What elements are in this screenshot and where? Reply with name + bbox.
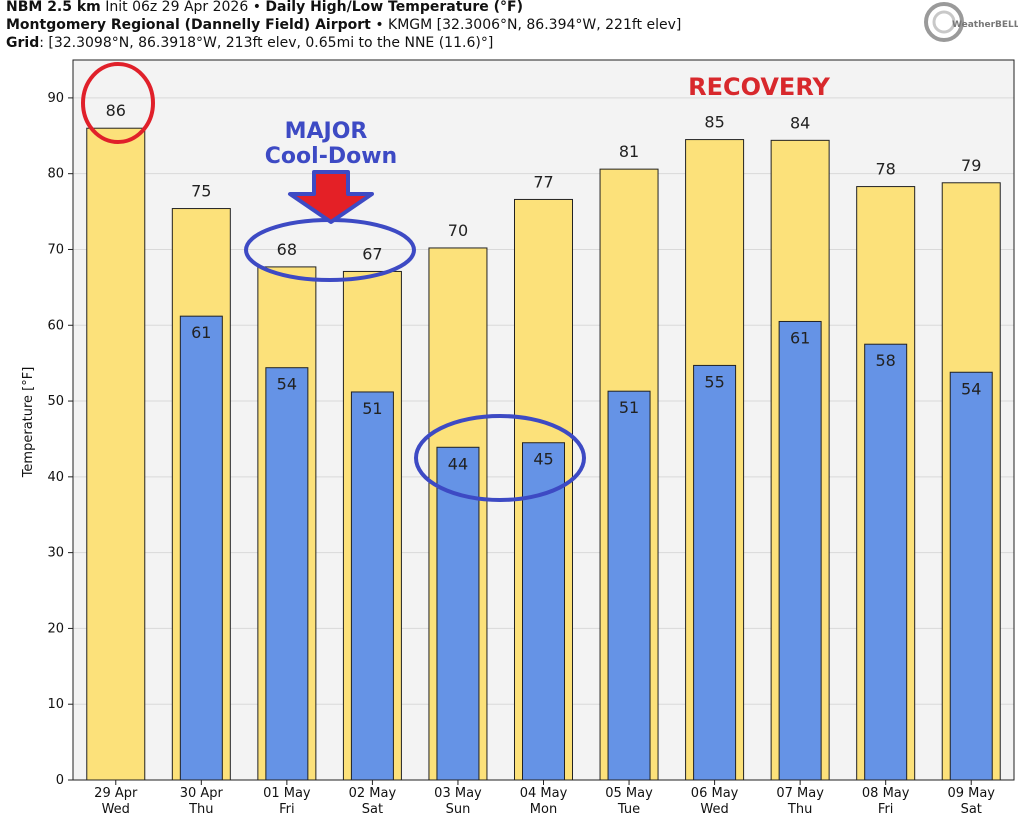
- y-tick-label: 70: [47, 242, 64, 257]
- high-temp-label: 78: [876, 160, 896, 179]
- low-temp-label: 51: [619, 398, 639, 417]
- high-temp-label: 68: [277, 240, 297, 259]
- bars: [86, 127, 1001, 781]
- low-temp-label: 61: [790, 328, 810, 347]
- init-time: Init 06z 29 Apr 2026: [105, 0, 249, 15]
- highlight-circle-icon: [81, 62, 155, 144]
- data-labels: 86 75 61 68 54 67 51 70 44 77 45 81 51 85 55 84 61 78 58 79…: [106, 101, 982, 473]
- x-tick-label-day: Thu: [787, 802, 812, 817]
- red-down-arrow-icon: [288, 170, 374, 224]
- low-temp-bar: [778, 320, 822, 781]
- x-tick-label-day: Wed: [700, 802, 728, 817]
- high-temp-label: 67: [362, 244, 382, 263]
- low-temp-bar: [949, 371, 993, 781]
- recovery-label: RECOVERY: [688, 73, 830, 101]
- low-temp-label: 55: [704, 372, 724, 391]
- high-temp-label: 85: [704, 113, 724, 132]
- chart-header-grid: Grid: [32.3098°N, 86.3918°W, 213ft elev,…: [6, 34, 493, 52]
- grid-label: Grid: [6, 35, 40, 51]
- x-tick-label-date: 07 May: [776, 786, 824, 801]
- y-tick-label: 90: [47, 91, 64, 106]
- cooldown-label: Cool-Down: [265, 144, 397, 169]
- low-temp-label: 54: [277, 375, 297, 394]
- low-temp-bar: [436, 446, 480, 781]
- separator-dot: •: [252, 0, 261, 15]
- annotations: MAJOR Cool-Down RECOVERY: [81, 62, 831, 502]
- separator-dot: •: [375, 17, 384, 33]
- high-temp-label: 70: [448, 221, 468, 240]
- low-temp-label: 44: [448, 454, 468, 473]
- product-name: Daily High/Low Temperature (°F): [265, 0, 523, 15]
- x-tick-label-date: 30 Apr: [180, 786, 224, 801]
- x-tick-label-day: Sun: [446, 802, 471, 817]
- major-label: MAJOR: [285, 119, 368, 144]
- y-tick-label: 30: [47, 546, 64, 561]
- x-tick-label-day: Fri: [878, 802, 894, 817]
- y-tick-label: 10: [47, 697, 64, 712]
- x-tick-label-date: 09 May: [947, 786, 995, 801]
- chart-header-title: NBM 2.5 km Init 06z 29 Apr 2026 • Daily …: [6, 0, 523, 16]
- x-tick-label-date: 02 May: [349, 786, 397, 801]
- low-temp-bar: [607, 390, 651, 781]
- x-tick-label-date: 29 Apr: [94, 786, 138, 801]
- x-tick-label-day: Fri: [279, 802, 295, 817]
- low-temp-label: 45: [533, 450, 553, 469]
- y-tick-label: 40: [47, 470, 64, 485]
- low-temp-bar: [350, 391, 394, 781]
- x-tick-label-day: Thu: [188, 802, 213, 817]
- high-temp-label: 79: [961, 156, 981, 175]
- low-temp-label: 51: [362, 399, 382, 418]
- x-tick-label-date: 03 May: [434, 786, 482, 801]
- high-temp-bar: [86, 127, 146, 781]
- y-tick-label: 80: [47, 167, 64, 182]
- grid-info: : [32.3098°N, 86.3918°W, 213ft elev, 0.6…: [39, 35, 494, 51]
- high-temp-label: 86: [106, 101, 126, 120]
- x-tick-label-date: 05 May: [605, 786, 653, 801]
- low-temp-label: 61: [191, 323, 211, 342]
- high-temp-label: 81: [619, 142, 639, 161]
- highlight-circle-icon: [414, 414, 586, 502]
- y-tick-label: 50: [47, 394, 64, 409]
- station-name: Montgomery Regional (Dannelly Field) Air…: [6, 17, 371, 33]
- station-info: KMGM [32.3006°N, 86.394°W, 221ft elev]: [388, 17, 682, 33]
- x-tick-label-date: 01 May: [263, 786, 311, 801]
- chart-header-station: Montgomery Regional (Dannelly Field) Air…: [6, 16, 681, 34]
- x-tick-label-day: Tue: [617, 802, 640, 817]
- low-temp-bar: [693, 364, 737, 781]
- x-tick-label-date: 06 May: [691, 786, 739, 801]
- high-temp-label: 77: [533, 172, 553, 191]
- low-temp-label: 54: [961, 379, 981, 398]
- y-tick-label: 20: [47, 621, 64, 636]
- x-tick-label-day: Wed: [102, 802, 130, 817]
- x-tick-label-day: Sat: [961, 802, 982, 817]
- high-temp-label: 75: [191, 182, 211, 201]
- logo-text: WeatherBELL: [952, 20, 1018, 30]
- y-axis-label: Temperature [°F]: [21, 367, 36, 479]
- x-tick-label-date: 08 May: [862, 786, 910, 801]
- low-temp-bar: [179, 315, 223, 781]
- x-tick-label-day: Sat: [362, 802, 383, 817]
- x-tick-label-day: Mon: [530, 802, 557, 817]
- weatherbell-logo: WeatherBELL: [924, 2, 1018, 42]
- high-temp-label: 84: [790, 113, 810, 132]
- low-temp-bar: [265, 367, 309, 781]
- x-tick-label-date: 04 May: [520, 786, 568, 801]
- y-tick-label: 60: [47, 318, 64, 333]
- low-temp-label: 58: [876, 351, 896, 370]
- y-tick-label: 0: [56, 773, 64, 788]
- model-name: NBM 2.5 km: [6, 0, 101, 15]
- globe-icon: [924, 2, 964, 42]
- low-temp-bar: [864, 343, 908, 781]
